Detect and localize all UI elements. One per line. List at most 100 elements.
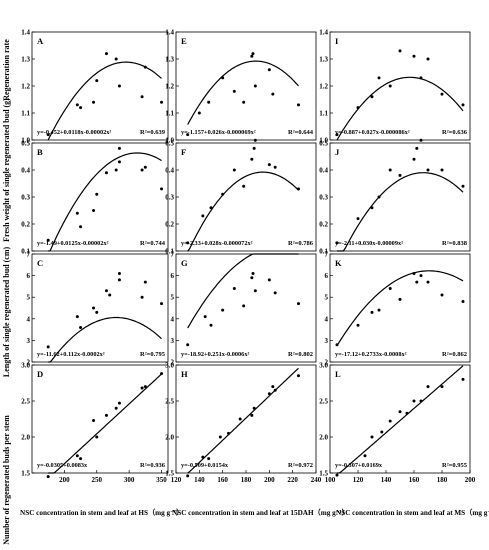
panel-letter: E [181, 36, 187, 46]
data-point [95, 79, 99, 83]
data-point [363, 454, 367, 458]
y-tick-label: 7 [325, 251, 329, 259]
data-point [104, 413, 108, 417]
data-point [335, 473, 339, 477]
y-label-regeneration-rate: Regeneration rate [2, 39, 11, 101]
x-tick-label: 350 [156, 476, 167, 484]
x-label-hs: NSC concentration in stem and leaf at HS… [20, 508, 183, 517]
r-squared: R²=0.972 [288, 462, 313, 469]
data-point [79, 325, 83, 329]
y-tick-label: 0.4 [165, 167, 174, 175]
data-point [250, 276, 254, 280]
data-point [160, 302, 164, 306]
r-squared: R²=0.838 [442, 240, 468, 247]
data-point [370, 95, 374, 99]
data-point [461, 103, 465, 107]
data-point [412, 399, 416, 403]
x-tick-label: 180 [437, 476, 448, 484]
data-point [75, 315, 79, 319]
y-tick-label: 1.5 [21, 470, 30, 478]
y-label-fresh-weight: Fresh weight of single regenerated bud (… [2, 98, 11, 242]
data-point [117, 401, 121, 405]
panel-frame [31, 364, 169, 474]
y-tick-label: 0.1 [319, 248, 328, 256]
y-tick-label: 5 [27, 294, 31, 302]
y-tick-label: 1.4 [165, 29, 174, 37]
data-point [419, 274, 423, 278]
data-point [251, 271, 255, 275]
x-tick-label: 180 [241, 476, 252, 484]
panel-letter: G [181, 258, 188, 268]
data-point [117, 278, 121, 282]
data-point [412, 157, 416, 161]
data-point [252, 406, 256, 410]
y-tick-label: 1.0 [319, 137, 328, 145]
data-point [207, 100, 211, 104]
data-point [426, 280, 430, 284]
y-tick-label: 4 [171, 315, 175, 323]
data-point [140, 295, 144, 299]
data-point [104, 171, 108, 175]
fit-equation: y=-1.49+0.0125x-0.00002x² [37, 240, 109, 247]
y-tick-label: 0.2 [165, 221, 174, 229]
data-point [370, 206, 374, 210]
data-point [92, 209, 96, 212]
panel-letter: B [37, 147, 43, 157]
x-tick-label: 220 [287, 476, 298, 484]
data-point [267, 68, 271, 72]
panel-grid: 1.0 1.1 1.2 1.3 1.4 Ay=-0.452+0.0118x-0.00002… [21, 29, 476, 485]
fit-equation: y=-1.157+0.026x-0.000069x² [181, 129, 256, 136]
y-tick-label: 3 [27, 337, 31, 345]
panel-letter: D [37, 369, 43, 379]
panel-frame [31, 253, 169, 363]
data-point [209, 206, 213, 210]
fit-curve [48, 316, 162, 363]
data-point [75, 454, 79, 458]
y-tick-label: 0.3 [319, 194, 328, 202]
y-tick-label: 3.0 [165, 362, 174, 370]
y-tick-label: 1.2 [21, 83, 30, 91]
y-tick-label: 7 [27, 251, 31, 259]
r-squared: R²=0.802 [288, 351, 313, 358]
data-point [201, 214, 205, 218]
y-tick-label: 3 [325, 337, 329, 345]
data-point [412, 54, 416, 58]
y-tick-label: 2 [27, 359, 31, 367]
y-tick-label: 6 [325, 272, 329, 280]
data-point [419, 399, 423, 403]
y-tick-label: 1.5 [165, 470, 174, 478]
data-point [271, 385, 275, 389]
y-tick-label: 3.0 [319, 362, 328, 370]
x-tick-label: 120 [171, 476, 182, 484]
data-point [398, 410, 402, 414]
data-point [79, 225, 83, 229]
y-tick-label: 1.2 [165, 83, 174, 91]
data-point [104, 52, 108, 56]
fit-equation: y=-0.887+0.027x-0.000086x² [335, 129, 410, 136]
fit-curve [187, 253, 299, 329]
data-point [251, 52, 255, 56]
data-point [108, 293, 112, 297]
x-tick-label: 250 [92, 476, 103, 484]
panel-l: 1.5 2.0 2.5 3.0 100 120 140 160 180 200 Ly=-0.307+… [319, 362, 476, 485]
y-tick-label: 0.3 [21, 194, 30, 202]
x-tick-label: 140 [194, 476, 205, 484]
y-tick-label: 2 [171, 359, 175, 367]
panel-frame [175, 253, 317, 363]
data-point [92, 418, 96, 422]
data-point [356, 323, 360, 327]
data-point [440, 168, 444, 172]
panel-frame [329, 142, 471, 252]
panel-k: 2 3 4 5 6 7Ky=-17.12+0.2733x-0.0008x² R²=0.862 [325, 251, 471, 367]
data-point [201, 455, 205, 459]
r-squared: R²=0.744 [140, 240, 166, 247]
x-tick-label: 120 [353, 476, 364, 484]
panel-letter: H [181, 369, 188, 379]
data-point [140, 95, 144, 99]
data-point [419, 76, 423, 80]
data-point [114, 406, 118, 410]
y-tick-label: 0.1 [21, 248, 30, 256]
data-point [398, 49, 402, 53]
data-point [79, 106, 83, 110]
